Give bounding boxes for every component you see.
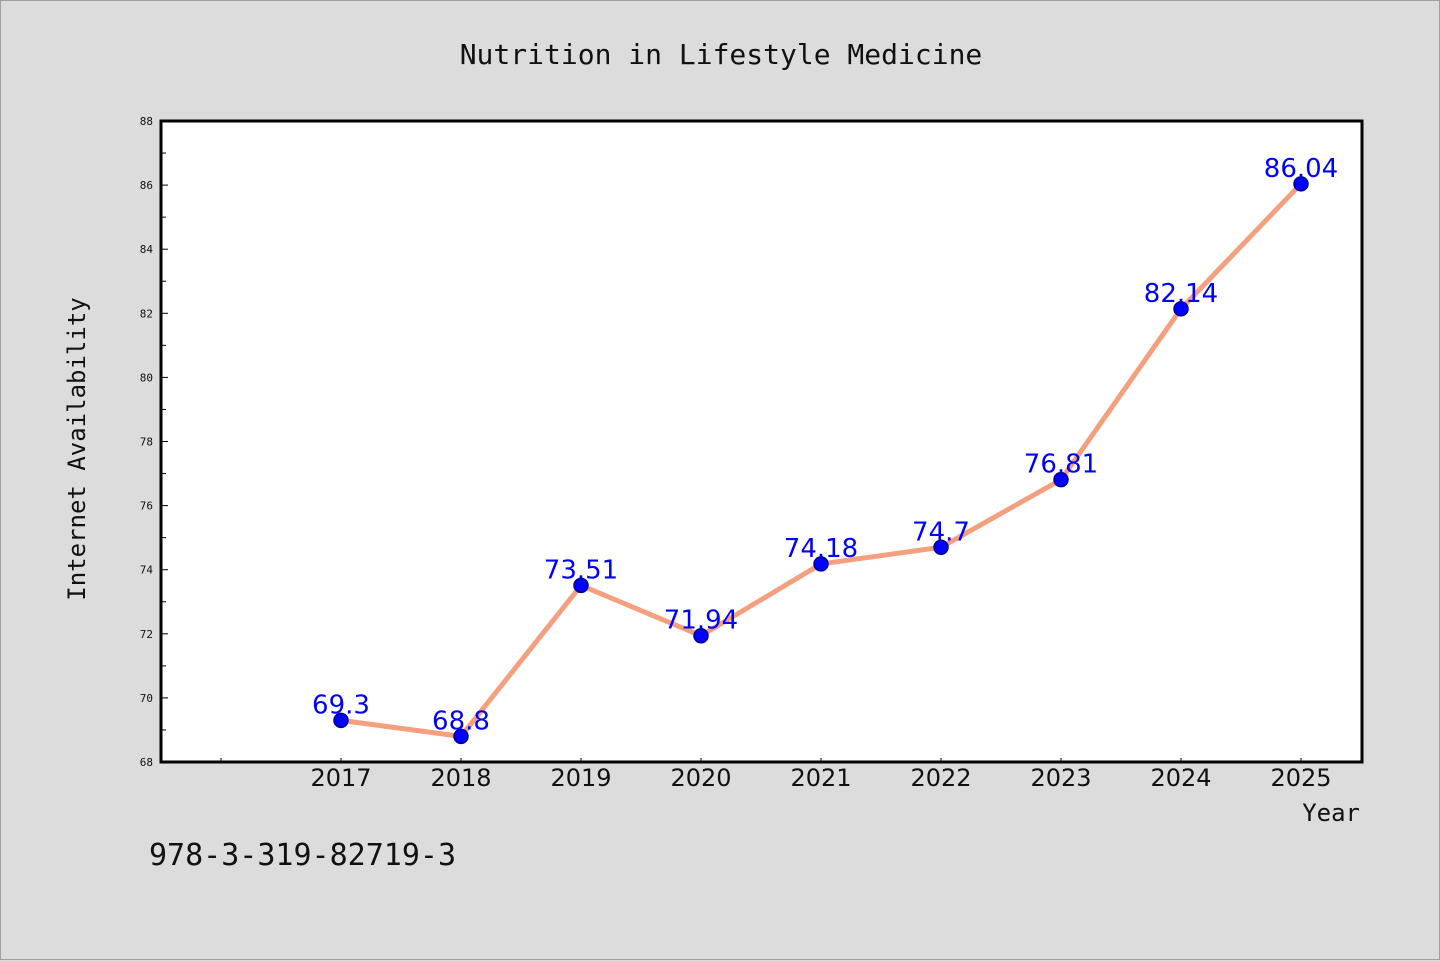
data-point — [1053, 471, 1069, 488]
chart-title: Nutrition in Lifestyle Medicine — [460, 38, 983, 71]
y-tick-label: 76 — [140, 500, 153, 513]
data-label: 74.18 — [784, 534, 858, 564]
x-tick-label: 2018 — [430, 764, 491, 792]
x-tick-label: 2025 — [1270, 764, 1331, 792]
data-label: 69.3 — [312, 690, 370, 720]
footnote-isbn: 978-3-319-82719-3 — [149, 838, 456, 873]
y-tick-label: 70 — [140, 692, 153, 705]
x-axis: 2017 2018 2019 2020 2021 2022 2023 2024 2025 — [220, 758, 1332, 792]
plot-border — [159, 119, 1364, 764]
series-group — [333, 176, 1309, 745]
y-tick-label: 88 — [140, 115, 153, 128]
plot-area — [161, 121, 1362, 762]
x-tick-label: 2022 — [910, 764, 971, 792]
data-point — [933, 539, 949, 556]
data-point — [453, 728, 469, 745]
data-point — [333, 712, 349, 729]
data-label: 71.94 — [664, 606, 738, 636]
y-tick-label: 78 — [140, 436, 153, 449]
data-label: 73.51 — [544, 555, 618, 585]
y-axis: 68 70 72 74 76 78 80 82 84 86 88 — [140, 115, 168, 769]
x-tick-label: 2023 — [1030, 764, 1091, 792]
data-point — [813, 556, 829, 572]
y-tick-label: 72 — [140, 628, 153, 641]
y-tick-label: 74 — [140, 564, 154, 577]
x-axis-label: Year — [1302, 799, 1360, 827]
y-tick-label: 80 — [140, 371, 153, 384]
y-axis-label: Internet Availability — [63, 297, 91, 600]
data-label: 86.04 — [1264, 154, 1338, 184]
y-tick-label: 68 — [140, 756, 153, 769]
data-label: 76.81 — [1024, 450, 1098, 480]
x-tick-label: 2017 — [310, 764, 371, 792]
data-point — [1173, 301, 1189, 317]
x-tick-label: 2020 — [670, 764, 731, 792]
data-label: 74.7 — [912, 517, 970, 547]
y-tick-label: 84 — [140, 243, 154, 256]
x-tick-label: 2019 — [550, 764, 611, 792]
data-label: 82.14 — [1144, 279, 1218, 309]
data-point — [693, 627, 709, 644]
data-labels-group: 69.3 68.8 73.51 71.94 74.18 74.7 76.81 82.14 86.… — [312, 154, 1338, 737]
y-tick-label: 86 — [140, 179, 153, 192]
x-tick-label: 2021 — [790, 764, 851, 792]
data-point — [573, 577, 589, 594]
data-point — [1293, 176, 1309, 192]
x-tick-label: 2024 — [1150, 764, 1211, 792]
data-label: 68.8 — [432, 706, 490, 736]
y-tick-label: 82 — [140, 307, 153, 320]
